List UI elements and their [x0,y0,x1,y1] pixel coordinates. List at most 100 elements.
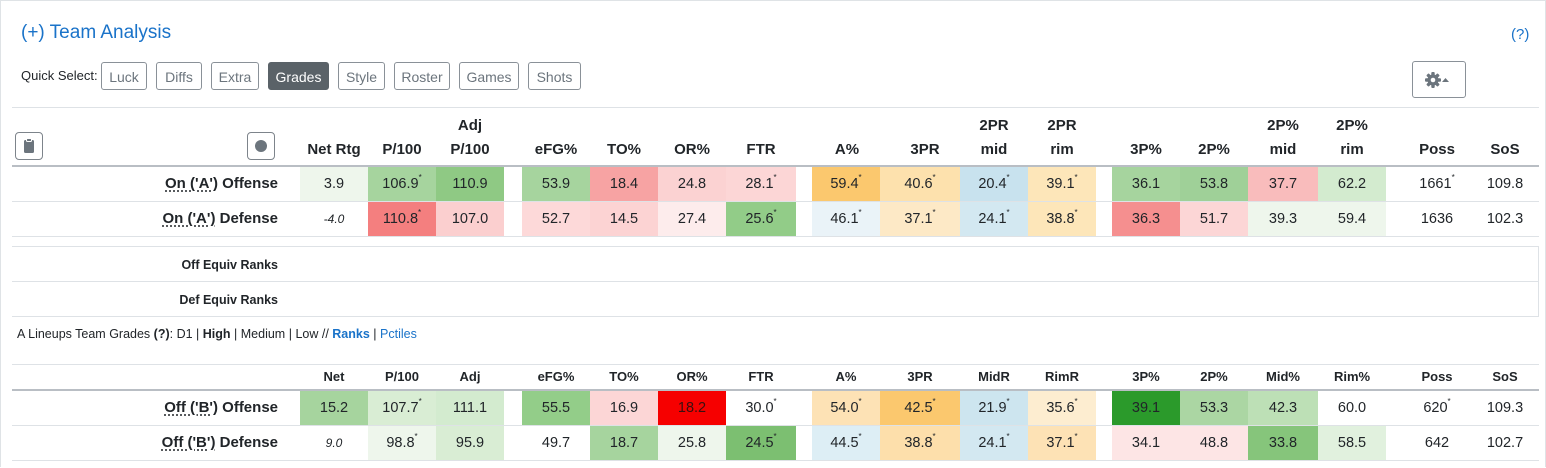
col-header-b-2p[interactable]: 2P% [1200,369,1228,384]
col-header-sos[interactable]: SoS [1490,141,1520,158]
quick-select-grades-button[interactable]: Grades [268,62,329,90]
cell-to: 14.5 [590,202,658,236]
col-header-b-ftr[interactable]: FTR [748,369,774,384]
col-header-3pr[interactable]: 3PR [910,141,940,158]
col-header-efg[interactable]: eFG% [534,141,578,158]
col-header-b-adj[interactable]: Adj [459,369,481,384]
col-header-2pr-mid-top[interactable]: 2PR [979,117,1009,134]
quick-select-roster-button[interactable]: Roster [394,62,450,90]
col-header-a[interactable]: A% [834,141,860,158]
asterisk-marker: * [1074,397,1078,406]
asterisk-marker: * [1074,208,1078,217]
col-header-2p-mid-top[interactable]: 2P% [1267,117,1299,134]
cell-net: -4.0 [300,202,368,236]
quick-select-extra-button[interactable]: Extra [211,62,259,90]
col-header-b-to[interactable]: TO% [609,369,639,384]
col-header-b-p100[interactable]: P/100 [385,369,419,384]
cell-sos: 102.7 [1472,426,1538,460]
col-header-poss[interactable]: Poss [1419,141,1455,158]
col-header-3p[interactable]: 3P% [1130,141,1162,158]
grades-help-link[interactable]: (?) [153,327,170,341]
cell-2pr-rim: 38.8* [1028,202,1096,236]
clipboard-button[interactable] [15,132,43,160]
cell-or: 24.8 [658,167,726,201]
cell-2pr-rim: 37.1* [1028,426,1096,460]
col-header-b-sos[interactable]: SoS [1492,369,1518,384]
col-header-2p[interactable]: 2P% [1198,141,1230,158]
col-header-adj-bottom[interactable]: P/100 [450,141,490,158]
col-header-2p-rim-top[interactable]: 2P% [1336,117,1368,134]
cell-ftr: 24.5* [726,426,796,460]
caret-up-icon [1442,78,1449,82]
cell-sos: 102.3 [1472,202,1538,236]
cell-p100: 107.7* [368,391,436,425]
cell-2p-mid: 39.3 [1248,202,1318,236]
col-header-adj-top[interactable]: Adj [457,117,483,134]
col-header-b-poss[interactable]: Poss [1421,369,1453,384]
col-header-2pr-mid-bottom[interactable]: mid [980,141,1008,158]
cell-poss: 620* [1402,391,1472,425]
cell-to: 16.9 [590,391,658,425]
cell-adj: 110.9 [436,167,504,201]
asterisk-marker: * [932,208,936,217]
col-header-ftr[interactable]: FTR [746,141,776,158]
grades-low[interactable]: Low [295,327,319,341]
row-label-on-a-defense[interactable]: On ('A') Defense [162,210,279,227]
row-label-off-b-offense[interactable]: Off ('B') Offense [164,399,278,416]
grades-ranks-link[interactable]: Ranks [332,327,370,341]
cell-efg: 49.7 [522,426,590,460]
row-divider [12,364,1539,365]
grades-pctiles-link[interactable]: Pctiles [380,327,417,341]
asterisk-marker: * [858,208,862,217]
quick-select-style-button[interactable]: Style [338,62,385,90]
cell-net: 15.2 [300,391,368,425]
col-header-2pr-rim-top[interactable]: 2PR [1047,117,1077,134]
col-header-2pr-rim-bottom[interactable]: rim [1050,141,1074,158]
row-label-off-b-defense[interactable]: Off ('B') Defense [161,434,278,451]
asterisk-marker: * [418,208,422,217]
cell-2p: 53.8 [1180,167,1248,201]
settings-dropdown-button[interactable] [1412,61,1466,98]
col-header-b-2p-rim[interactable]: Rim% [1333,369,1371,384]
grades-medium[interactable]: Medium [240,327,286,341]
cell-2pr-rim: 35.6* [1028,391,1096,425]
cell-2p: 51.7 [1180,202,1248,236]
quick-select-games-button[interactable]: Games [459,62,519,90]
col-header-b-a[interactable]: A% [835,369,857,384]
row-label-on-a-offense[interactable]: On ('A') Offense [165,175,278,192]
cell-2p-mid: 33.8 [1248,426,1318,460]
quick-select-luck-button[interactable]: Luck [101,62,147,90]
col-header-b-2pr-rim[interactable]: RimR [1045,369,1079,384]
help-link[interactable]: (?) [1511,26,1530,43]
col-header-net-rtg[interactable]: Net Rtg [307,141,361,158]
quick-select-diffs-button[interactable]: Diffs [156,62,202,90]
asterisk-marker: * [418,173,422,182]
col-header-2p-mid-bottom[interactable]: mid [1269,141,1297,158]
col-header-b-net[interactable]: Net [323,369,345,384]
quick-select-shots-button[interactable]: Shots [528,62,581,90]
cell-2p: 48.8 [1180,426,1248,460]
cell-2p-rim: 58.5 [1318,426,1386,460]
asterisk-marker: * [1447,397,1451,406]
record-toggle-button[interactable] [247,132,275,160]
grades-high[interactable]: High [202,327,231,341]
col-header-or[interactable]: OR% [674,141,710,158]
cell-3pr: 38.8* [880,426,960,460]
page-title[interactable]: (+) Team Analysis [21,22,172,43]
grades-d1[interactable]: D1 [176,327,193,341]
col-header-b-2p-mid[interactable]: Mid% [1266,369,1300,384]
cell-a: 46.1* [812,202,880,236]
col-header-b-efg[interactable]: eFG% [537,369,575,384]
col-header-p100[interactable]: P/100 [382,141,422,158]
col-header-b-or[interactable]: OR% [676,369,708,384]
col-header-b-3p[interactable]: 3P% [1132,369,1160,384]
row-divider [12,316,1539,317]
asterisk-marker: * [858,173,862,182]
asterisk-marker: * [1074,432,1078,441]
col-header-2p-rim-bottom[interactable]: rim [1340,141,1364,158]
col-header-to[interactable]: TO% [607,141,641,158]
col-header-b-2pr-mid[interactable]: MidR [978,369,1010,384]
cell-3pr: 40.6* [880,167,960,201]
col-header-b-3pr[interactable]: 3PR [907,369,933,384]
asterisk-marker: * [1006,173,1010,182]
